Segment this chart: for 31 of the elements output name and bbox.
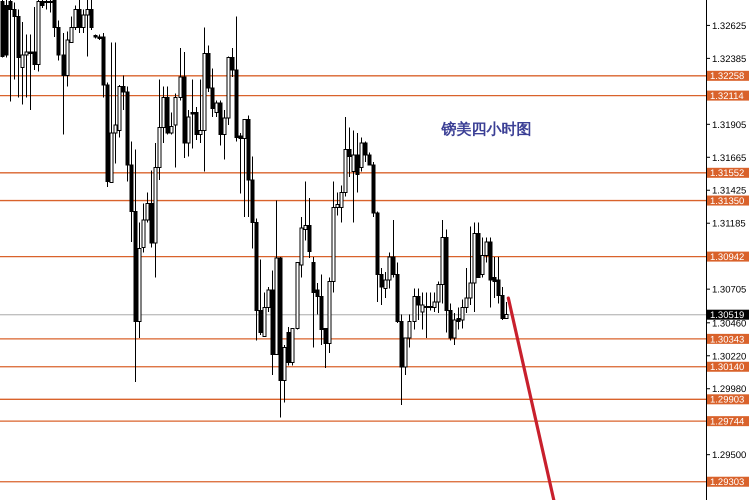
ref-line-label: 1.29303 bbox=[710, 477, 744, 488]
y-tick-label: 1.29980 bbox=[712, 384, 746, 396]
y-tick-label: 1.31185 bbox=[712, 218, 746, 230]
candlestick bbox=[242, 119, 246, 218]
ref-line-label: 1.30942 bbox=[710, 252, 744, 263]
ref-line-label: 1.30343 bbox=[710, 334, 744, 346]
candlestick bbox=[86, 0, 90, 57]
candlestick bbox=[428, 292, 432, 311]
candlestick bbox=[8, 0, 12, 102]
ref-line-label: 1.29744 bbox=[710, 416, 744, 428]
y-tick-label: 1.32385 bbox=[712, 54, 746, 65]
y-tick-label: 1.31665 bbox=[712, 152, 746, 164]
candlestick bbox=[424, 292, 428, 338]
candlestick bbox=[44, 0, 48, 10]
ref-line-label: 1.30140 bbox=[710, 362, 744, 374]
ref-line-label: 1.31350 bbox=[710, 196, 744, 207]
text: 镑美四小时图 bbox=[440, 120, 532, 138]
y-tick-label: 1.29500 bbox=[712, 450, 746, 462]
y-tick-label: 1.32625 bbox=[712, 20, 746, 32]
ref-line-label: 1.32114 bbox=[710, 91, 744, 102]
y-tick-label: 1.31425 bbox=[712, 186, 746, 197]
y-tick-label: 1.30705 bbox=[712, 284, 746, 296]
candlestick bbox=[28, 34, 32, 110]
candlestick bbox=[480, 237, 484, 278]
y-tick-label: 1.31905 bbox=[712, 120, 746, 131]
ref-line-label: 1.31552 bbox=[710, 168, 744, 180]
ref-line-label: 1.32258 bbox=[710, 71, 744, 82]
candlestick bbox=[352, 130, 356, 224]
candlestick bbox=[78, 0, 82, 34]
y-tick-label: 1.30220 bbox=[712, 351, 746, 362]
ref-line-label: 1.29903 bbox=[710, 394, 744, 406]
